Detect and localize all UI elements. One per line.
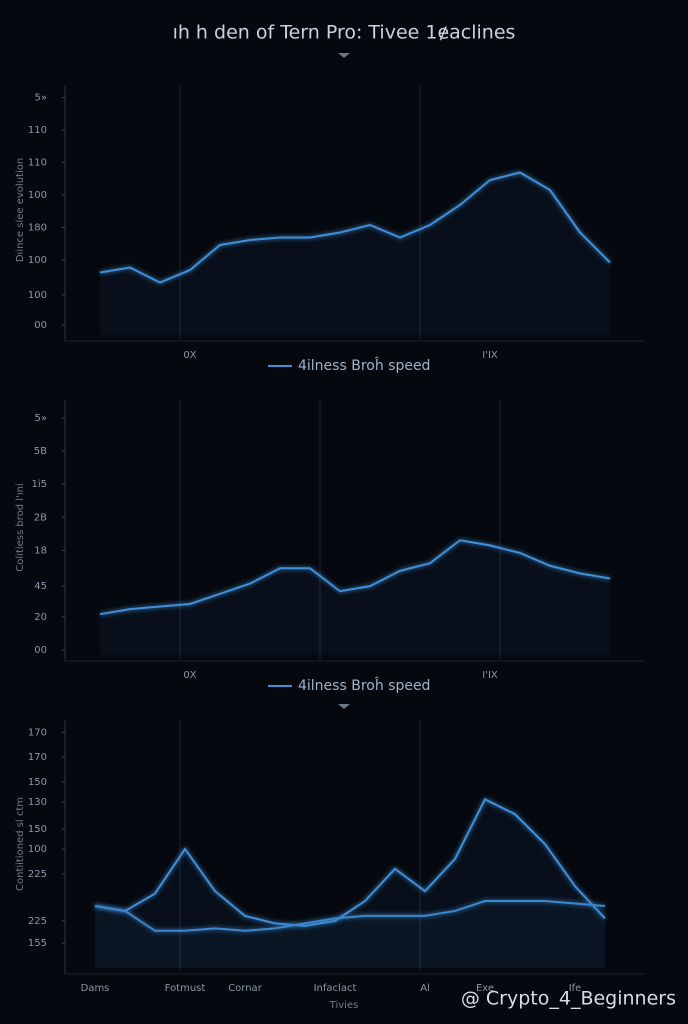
y-tick-label: 00 <box>34 320 47 331</box>
y-tick-label: 130 <box>28 797 47 808</box>
area-glow <box>95 799 605 968</box>
caret <box>338 53 350 58</box>
title: ıh h den of Tern Pro: Tivee 1ɇaclines <box>173 22 516 44</box>
x-tick-label: 0X <box>183 350 196 361</box>
y-tick-label: 20 <box>34 612 47 623</box>
y-tick-label: 170 <box>28 752 47 763</box>
legend-label: 4ilness Broĥ speed <box>298 356 430 374</box>
x-tick-label: Dams <box>81 983 110 994</box>
y-tick-label: 170 <box>28 727 47 738</box>
y-tick-label: 110 <box>28 158 47 169</box>
y-tick-label: 110 <box>28 125 47 136</box>
y-tick-label: 100 <box>28 290 47 301</box>
y-tick-label: 5» <box>35 413 47 424</box>
y-tick-label: 150 <box>28 824 47 835</box>
caret <box>338 704 350 709</box>
line <box>99 539 611 616</box>
y-tick-label: 225 <box>28 869 47 880</box>
y-tick-label: 18 <box>34 545 47 556</box>
y-tick-label: 5» <box>35 93 47 104</box>
line <box>94 798 606 927</box>
x-tick-label: I'IX <box>482 670 498 681</box>
x-tick-label: 0X <box>183 670 196 681</box>
y-tick-label: 155 <box>28 938 47 949</box>
x-tick-label: Infaclact <box>314 983 357 994</box>
y-tick-label: 225 <box>28 916 47 927</box>
y-tick-label: 100 <box>28 844 47 855</box>
area-glow <box>95 901 605 968</box>
area-glow <box>100 172 610 335</box>
line <box>99 171 611 284</box>
y-tick-label: 180 <box>28 223 47 234</box>
x-axis-label: Tivies <box>329 1000 359 1011</box>
x-tick-label: Al <box>420 983 430 994</box>
y-tick-label: 00 <box>34 645 47 656</box>
watermark: @ Crypto_4_Beginners <box>461 988 676 1010</box>
y-tick-label: 150 <box>28 777 47 788</box>
legend-label: 4ilness Broĥ speed <box>298 676 430 694</box>
y-axis-label: Dıince slee evolution <box>15 158 26 262</box>
x-tick-label: Cornar <box>228 983 263 994</box>
y-tick-label: 1i5 <box>31 479 47 490</box>
y-tick-label: 100 <box>28 190 47 201</box>
y-tick-label: 45 <box>34 581 47 592</box>
y-tick-label: 5B <box>34 446 47 457</box>
y-axis-label: Colitiess brod l'ıni <box>15 483 26 571</box>
x-tick-label: Exe <box>476 983 494 994</box>
x-tick-label: Ife <box>569 983 582 994</box>
x-tick-label: Fotmust <box>165 983 206 994</box>
decor-grid <box>179 85 501 970</box>
line <box>94 900 606 932</box>
x-tick-label: I'IX <box>482 350 498 361</box>
y-tick-label: 2B <box>34 512 47 523</box>
y-tick-label: 100 <box>28 255 47 266</box>
area-glow <box>100 540 610 655</box>
y-axis-label: Contiitioned sl ctm <box>15 797 26 891</box>
